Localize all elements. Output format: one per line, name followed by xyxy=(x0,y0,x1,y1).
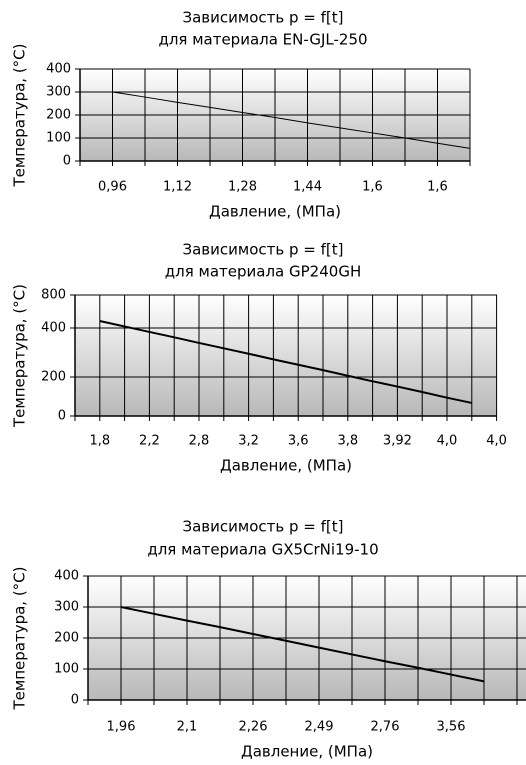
y-tick-label: 800 xyxy=(41,288,66,303)
y-axis-title: Температура, (°C) xyxy=(11,44,29,188)
x-tick-label: 1,8 xyxy=(89,434,110,449)
x-tick-label: 1,28 xyxy=(228,180,257,195)
y-tick-label: 0 xyxy=(71,693,79,708)
chart-subtitle: для материала EN-GJL-250 xyxy=(158,31,367,49)
y-tick-label: 100 xyxy=(54,662,79,677)
y-tick-label: 400 xyxy=(54,569,79,584)
x-tick-label: 3,2 xyxy=(238,434,259,449)
x-tick-label: 1,96 xyxy=(107,720,136,735)
x-tick-label: 2,76 xyxy=(371,720,400,735)
y-axis-title: Температура, (°C) xyxy=(11,567,29,711)
x-tick-label: 2,49 xyxy=(305,720,334,735)
y-tick-label: 200 xyxy=(54,631,79,646)
x-axis-title: Давление, (МПа) xyxy=(241,743,373,761)
x-tick-label: 0,96 xyxy=(98,180,127,195)
x-tick-label: 3,8 xyxy=(337,434,358,449)
y-tick-label: 200 xyxy=(46,108,71,123)
x-tick-label: 2,8 xyxy=(189,434,210,449)
y-tick-label: 400 xyxy=(41,321,66,336)
y-tick-label: 200 xyxy=(41,370,66,385)
data-line xyxy=(99,320,473,404)
chart-subtitle: для материала GP240GH xyxy=(165,263,361,281)
x-tick-label: 1,6 xyxy=(427,180,448,195)
chart-title: Зависимость p = f[t] xyxy=(183,518,344,536)
plot-area xyxy=(75,295,497,416)
data-line xyxy=(120,606,485,683)
data-line xyxy=(112,91,471,149)
x-axis-title: Давление, (МПа) xyxy=(209,203,341,221)
x-tick-label: 1,6 xyxy=(362,180,383,195)
x-tick-label: 4,0 xyxy=(486,434,507,449)
y-tick-label: 0 xyxy=(63,154,71,169)
y-axis-title: Температура, (°C) xyxy=(11,284,29,428)
x-tick-label: 2,2 xyxy=(139,434,160,449)
y-tick-label: 400 xyxy=(46,62,71,77)
chart-subtitle: для материала GX5CrNi19-10 xyxy=(147,541,378,559)
x-tick-label: 4,0 xyxy=(437,434,458,449)
x-axis-title: Давление, (МПа) xyxy=(220,457,352,475)
chart-title: Зависимость p = f[t] xyxy=(183,9,344,27)
y-tick-label: 0 xyxy=(58,409,66,424)
y-tick-label: 300 xyxy=(54,600,79,615)
x-tick-label: 3,92 xyxy=(383,434,412,449)
x-tick-label: 1,44 xyxy=(293,180,322,195)
x-tick-label: 3,6 xyxy=(288,434,309,449)
y-tick-label: 300 xyxy=(46,85,71,100)
x-tick-label: 1,12 xyxy=(163,180,192,195)
x-tick-label: 2,26 xyxy=(239,720,268,735)
chart-title: Зависимость p = f[t] xyxy=(183,241,344,259)
x-tick-label: 2,1 xyxy=(177,720,198,735)
x-tick-label: 3,56 xyxy=(437,720,466,735)
y-tick-label: 100 xyxy=(46,131,71,146)
